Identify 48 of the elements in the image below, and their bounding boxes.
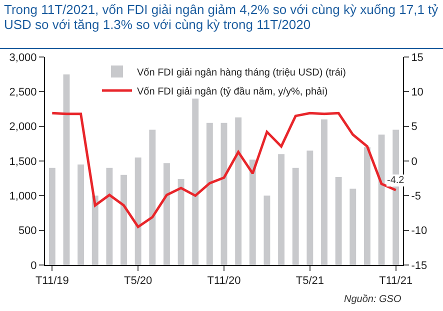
y-tick-label: 2,500 bbox=[9, 86, 37, 99]
x-tick-label: T11/19 bbox=[35, 275, 69, 288]
bar bbox=[378, 134, 385, 265]
bar bbox=[120, 174, 127, 265]
bar bbox=[306, 150, 314, 265]
y2-tick-label: 5 bbox=[411, 121, 418, 134]
bar bbox=[235, 117, 242, 265]
y2-tick-label: 15 bbox=[411, 52, 424, 64]
y-tick-label: 0 bbox=[30, 260, 37, 272]
bar bbox=[278, 154, 284, 265]
y-tick-label: 1,500 bbox=[9, 156, 37, 168]
bar bbox=[364, 147, 370, 265]
text: Nguồn: GSO bbox=[344, 294, 402, 305]
bar bbox=[63, 74, 70, 265]
bar bbox=[192, 98, 199, 265]
bar bbox=[164, 163, 170, 265]
bar bbox=[335, 176, 342, 265]
annotation: -4.2 bbox=[387, 175, 405, 186]
y2-tick-label: -15 bbox=[411, 260, 428, 272]
bar bbox=[178, 179, 184, 265]
bar bbox=[92, 196, 98, 265]
bar bbox=[264, 196, 270, 265]
bar bbox=[134, 158, 142, 265]
bar bbox=[220, 122, 228, 265]
bar bbox=[106, 168, 113, 265]
y-tick-label: 3,000 bbox=[9, 52, 37, 64]
y2-tick-label: 10 bbox=[411, 86, 424, 99]
x-tick-label: T5/21 bbox=[296, 275, 324, 288]
bar bbox=[206, 122, 213, 265]
y2-tick-label: -5 bbox=[411, 190, 421, 203]
bar bbox=[292, 168, 299, 265]
x-tick-label: T11/21 bbox=[379, 275, 413, 288]
bar bbox=[149, 130, 156, 265]
chart-title: Trong 11T/2021, vốn FDI giải ngân giảm 4,2% so với cùng kỳ xuống 17,1 tỷ USD so với tăng 1.3% so với cùng kỳ trong 11T/2020 bbox=[0, 0, 443, 49]
y-tick-label: 2,000 bbox=[9, 121, 37, 134]
bar bbox=[249, 160, 256, 265]
y-tick-label: 500 bbox=[18, 225, 37, 238]
y2-tick-label: 0 bbox=[411, 156, 418, 168]
bar bbox=[48, 168, 56, 265]
bar bbox=[350, 188, 356, 265]
legend-label: Vốn FDI giải ngân hàng tháng (triệu USD) (trái) bbox=[137, 67, 346, 78]
y2-tick-label: -10 bbox=[411, 225, 428, 238]
bar bbox=[78, 164, 84, 265]
x-tick-label: T11/20 bbox=[207, 275, 241, 288]
x-tick-label: T5/20 bbox=[124, 275, 152, 288]
bar bbox=[321, 119, 328, 265]
legend-label: Vốn FDI giải ngân (tỷ đầu năm, y/y%, phải) bbox=[137, 86, 328, 98]
y-tick-label: 1,000 bbox=[9, 190, 37, 203]
